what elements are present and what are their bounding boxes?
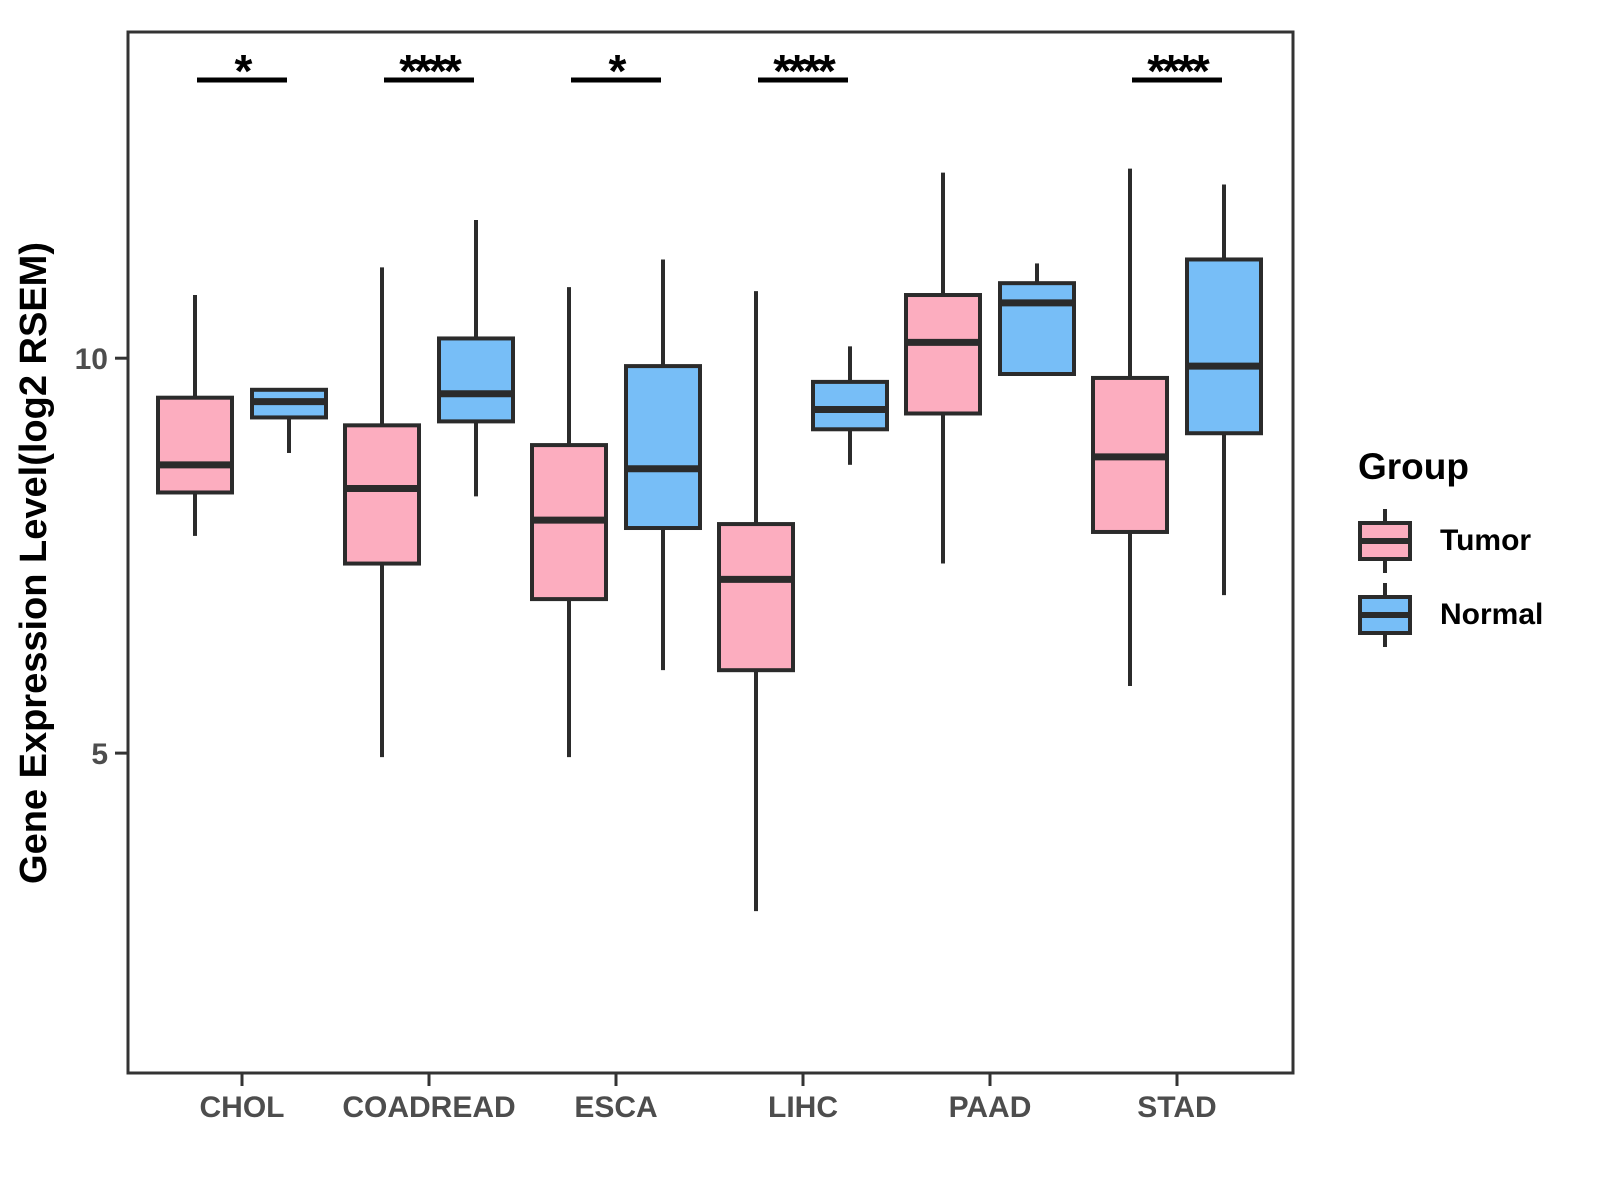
y-tick-label: 5	[91, 738, 108, 771]
plot-panel-border	[126, 30, 1295, 1075]
box-normal-COADREAD	[437, 336, 515, 424]
legend-label-normal: Normal	[1440, 598, 1544, 631]
box-tumor-CHOL	[156, 395, 234, 495]
box-normal-ESCA	[624, 364, 702, 531]
normal-boxplot-glyph-icon	[1358, 583, 1412, 647]
legend-entry-tumor: Tumor	[1356, 508, 1543, 574]
legend: Group Tumor Normal	[1356, 446, 1543, 656]
box-tumor-COADREAD	[343, 423, 421, 566]
significance-stars-LIHC: ****	[773, 45, 836, 97]
x-tick-label: COADREAD	[342, 1091, 515, 1124]
significance-stars-ESCA: *	[609, 45, 627, 97]
x-tick-label: PAAD	[949, 1091, 1032, 1124]
x-tick-label: STAD	[1137, 1091, 1216, 1124]
x-tick-label: LIHC	[768, 1091, 838, 1124]
box-normal-STAD	[1185, 257, 1263, 436]
box-normal-PAAD	[998, 281, 1076, 376]
y-tick-label: 10	[75, 343, 108, 376]
y-axis-title: Gene Expression Level(log2 RSEM)	[13, 242, 55, 884]
box-tumor-LIHC	[717, 522, 795, 673]
significance-stars-COADREAD: ****	[399, 45, 462, 97]
legend-title: Group	[1358, 446, 1469, 487]
box-tumor-PAAD	[904, 293, 982, 416]
significance-stars-CHOL: *	[235, 45, 253, 97]
box-normal-LIHC	[811, 379, 889, 432]
significance-stars-STAD: ****	[1147, 45, 1210, 97]
tumor-boxplot-glyph-icon	[1358, 509, 1412, 573]
x-tick-label: ESCA	[574, 1091, 657, 1124]
legend-label-tumor: Tumor	[1440, 524, 1532, 557]
x-tick-label: CHOL	[200, 1091, 285, 1124]
legend-entry-normal: Normal	[1356, 582, 1543, 648]
